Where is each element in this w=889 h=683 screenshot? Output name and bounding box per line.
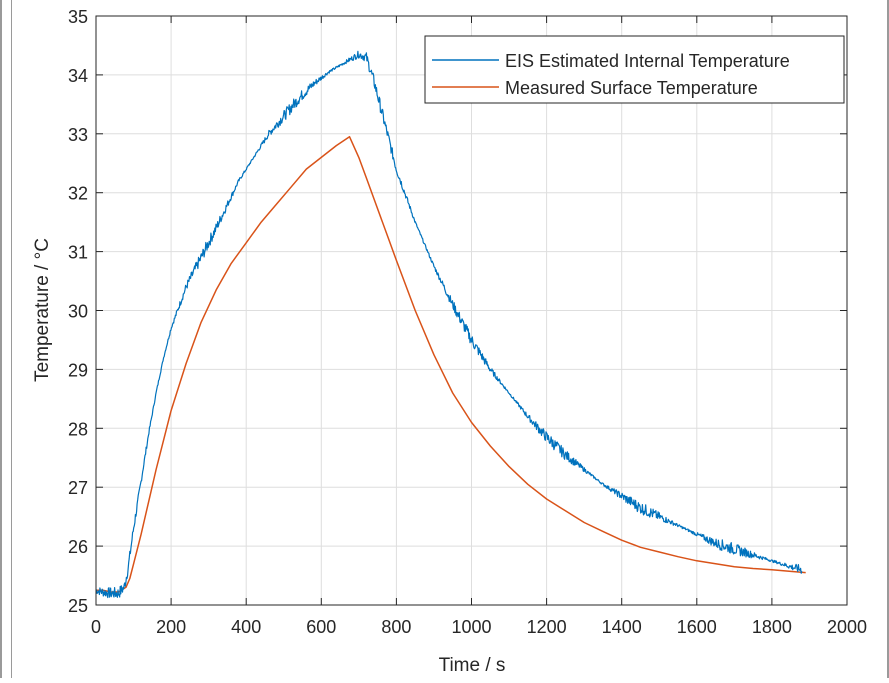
left-window-border bbox=[11, 0, 12, 678]
legend: EIS Estimated Internal Temperature Measu… bbox=[424, 35, 845, 104]
tick-labels: 0 200 400 600 800 1000 1200 1400 1600 1800 2000 25 2… bbox=[68, 7, 867, 637]
x-tick-label: 1600 bbox=[677, 617, 717, 637]
legend-label-surface: Measured Surface Temperature bbox=[505, 78, 758, 98]
x-tick-label: 0 bbox=[91, 617, 101, 637]
x-axis-label: Time / s bbox=[439, 655, 506, 676]
legend-label-eis: EIS Estimated Internal Temperature bbox=[505, 51, 790, 71]
y-tick-label: 27 bbox=[68, 478, 88, 498]
y-tick-label: 33 bbox=[68, 125, 88, 145]
x-tick-label: 2000 bbox=[827, 617, 867, 637]
series-layer bbox=[95, 50, 806, 599]
x-tick-label: 200 bbox=[156, 617, 186, 637]
y-tick-label: 25 bbox=[68, 596, 88, 616]
x-tick-label: 1400 bbox=[602, 617, 642, 637]
y-tick-label: 26 bbox=[68, 537, 88, 557]
x-tick-label: 800 bbox=[381, 617, 411, 637]
x-tick-label: 1200 bbox=[527, 617, 567, 637]
y-tick-label: 35 bbox=[68, 7, 88, 27]
x-tick-label: 400 bbox=[231, 617, 261, 637]
y-axis-label: Temperature / °C bbox=[32, 238, 53, 382]
x-tick-label: 1800 bbox=[752, 617, 792, 637]
y-tick-label: 30 bbox=[68, 302, 88, 322]
y-tick-label: 34 bbox=[68, 66, 88, 86]
axis-ticks bbox=[95, 15, 848, 606]
series-surface-line bbox=[96, 135, 806, 593]
x-tick-label: 1000 bbox=[451, 617, 491, 637]
legend-box bbox=[424, 35, 845, 104]
right-window-edge bbox=[887, 0, 889, 678]
series-eis-internal-line bbox=[95, 50, 803, 599]
y-tick-label: 31 bbox=[68, 243, 88, 263]
left-window-edge bbox=[0, 0, 2, 678]
y-tick-label: 29 bbox=[68, 360, 88, 380]
x-tick-label: 600 bbox=[306, 617, 336, 637]
y-tick-label: 28 bbox=[68, 419, 88, 439]
grid-lines bbox=[95, 15, 848, 606]
y-tick-label: 32 bbox=[68, 184, 88, 204]
